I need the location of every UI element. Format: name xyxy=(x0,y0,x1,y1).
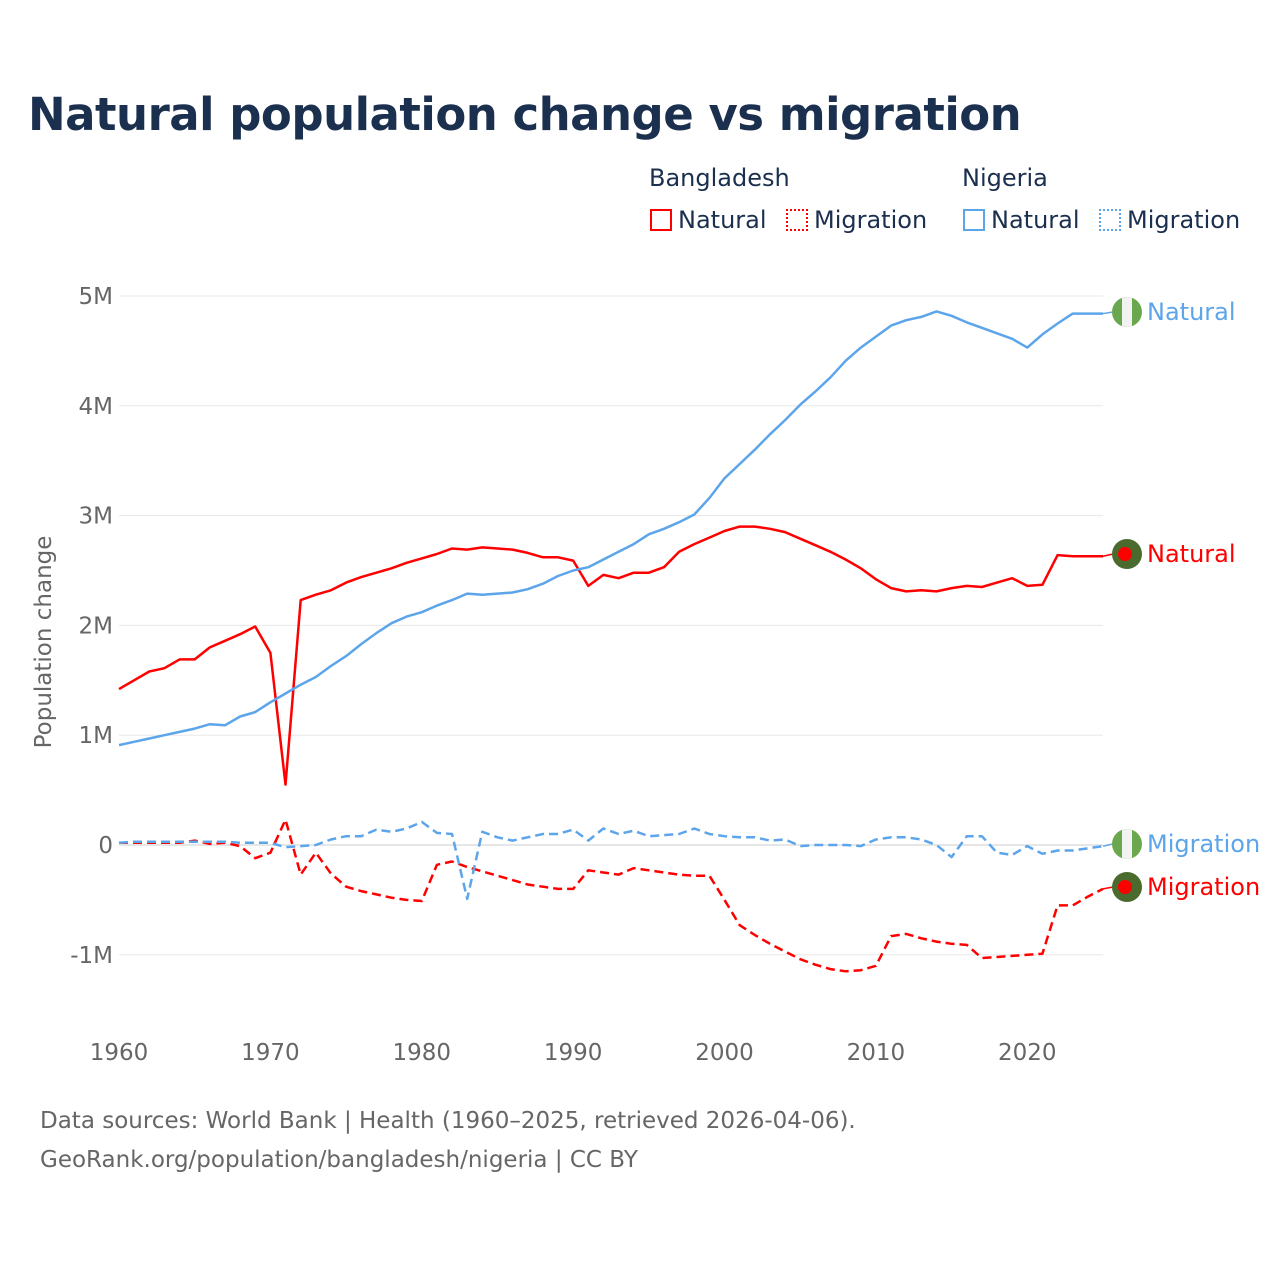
legend-label: Natural xyxy=(678,206,767,234)
legend-swatch-solid xyxy=(963,209,985,231)
legend-item-bangladesh-migration[interactable]: Migration xyxy=(786,206,927,234)
end-label: Migration xyxy=(1147,830,1260,858)
end-connector xyxy=(1102,553,1114,557)
x-tick-label: 1960 xyxy=(90,1040,149,1066)
y-axis-label: Population change xyxy=(31,536,57,749)
y-tick-label: 2M xyxy=(79,613,113,639)
chart-title: Natural population change vs migration xyxy=(28,88,1022,141)
bangladesh-flag-icon xyxy=(1112,539,1142,569)
legend-label: Natural xyxy=(991,206,1080,234)
legend-label: Migration xyxy=(814,206,928,234)
x-tick-label: 1970 xyxy=(241,1040,300,1066)
source-link[interactable]: GeoRank.org/population/bangladesh/nigeri… xyxy=(40,1147,638,1173)
y-tick-label: 0 xyxy=(98,833,113,859)
x-tick-label: 1990 xyxy=(544,1040,603,1066)
y-tick-label: 3M xyxy=(79,504,113,530)
end-label: Natural xyxy=(1147,540,1236,568)
legend-swatch-solid xyxy=(650,209,672,231)
series-line-bangladesh-migration[interactable] xyxy=(119,818,1104,973)
legend-item-bangladesh-natural[interactable]: Natural xyxy=(650,206,767,234)
legend-item-nigeria-migration[interactable]: Migration xyxy=(1099,206,1240,234)
series-line-bangladesh-natural[interactable] xyxy=(118,525,1103,786)
source-note: Data sources: World Bank | Health (1960–… xyxy=(40,1108,856,1134)
series-line-nigeria-natural[interactable] xyxy=(118,310,1103,747)
x-tick-label: 2020 xyxy=(998,1040,1057,1066)
end-label: Migration xyxy=(1147,873,1260,901)
nigeria-flag-icon xyxy=(1112,297,1142,327)
y-tick-label: 5M xyxy=(79,284,113,310)
x-tick-label: 1980 xyxy=(392,1040,451,1066)
bangladesh-flag-icon xyxy=(1112,872,1142,902)
x-tick-label: 2000 xyxy=(695,1040,754,1066)
y-tick-label: 1M xyxy=(79,723,113,749)
series-line-nigeria-migration[interactable] xyxy=(118,820,1104,901)
nigeria-flag-icon xyxy=(1112,829,1142,859)
end-connector xyxy=(1102,843,1114,847)
end-label: Natural xyxy=(1147,298,1236,326)
legend-item-nigeria-natural[interactable]: Natural xyxy=(963,206,1080,234)
x-tick-label: 2010 xyxy=(847,1040,906,1066)
y-tick-label: 4M xyxy=(79,394,113,420)
legend-swatch-dotted xyxy=(786,209,808,231)
end-connector xyxy=(1102,311,1114,315)
legend-label: Migration xyxy=(1127,206,1241,234)
legend-swatch-dotted xyxy=(1099,209,1121,231)
y-tick-label: -1M xyxy=(70,943,113,969)
end-connector xyxy=(1102,886,1114,890)
legend-group-title-bangladesh: Bangladesh xyxy=(649,164,790,192)
legend-group-title-nigeria: Nigeria xyxy=(962,164,1048,192)
